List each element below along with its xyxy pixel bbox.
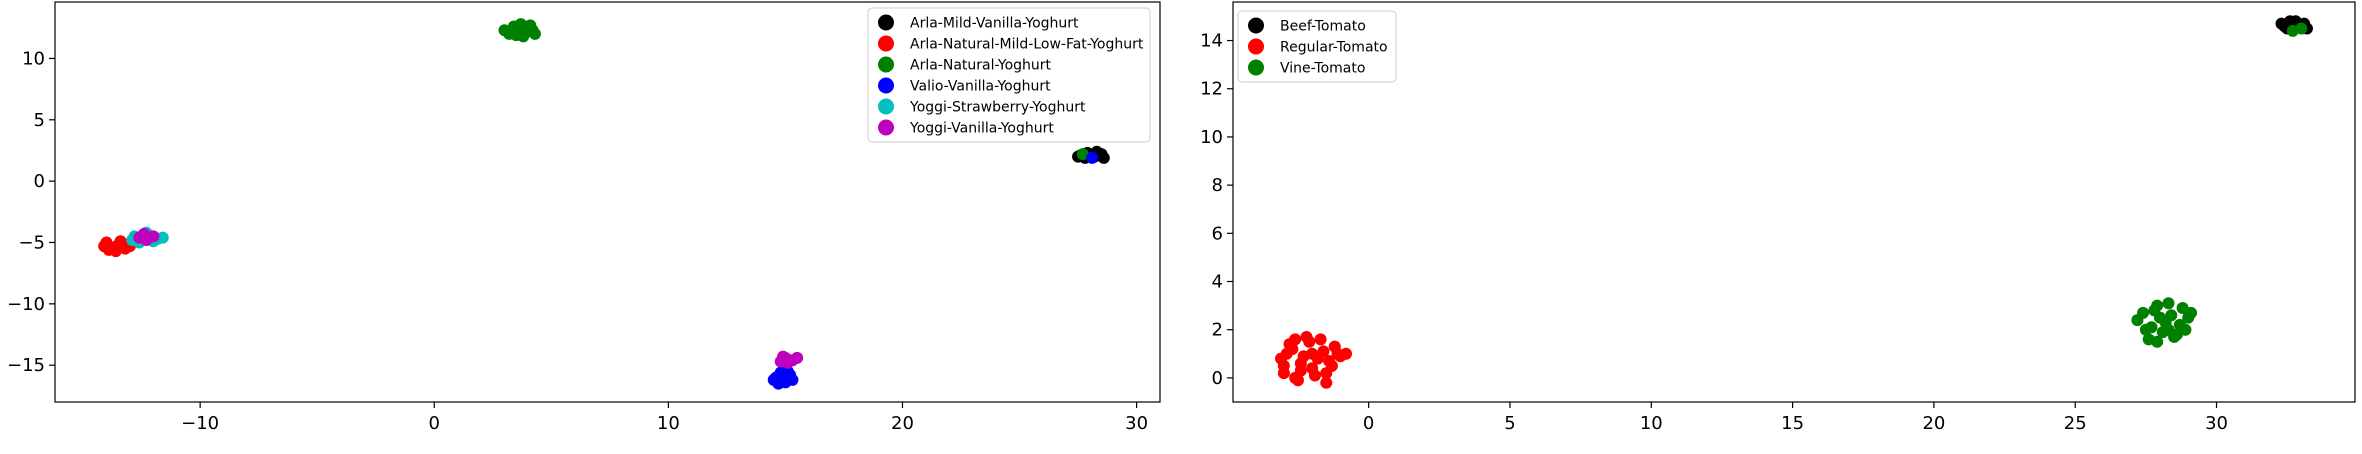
point-0-5-3	[137, 227, 150, 240]
legend-label-0-1: Arla-Natural-Mild-Low-Fat-Yoghurt	[910, 37, 1144, 53]
point-1-1-17	[1308, 369, 1321, 382]
legend-marker-0-3	[878, 77, 894, 94]
point-0-2-7	[498, 24, 511, 37]
legend-marker-1-2	[1248, 59, 1264, 76]
x-tick-label-1-5: 25	[2064, 413, 2087, 434]
legend-label-0-4: Yoggi-Strawberry-Yoghurt	[909, 100, 1086, 116]
tomato-scatter-panel: 0 5 10 15 20 25 30 0 2 4 6 8 10 12 14 Beef-Tomato Regula…	[1200, 1, 2356, 434]
point-1-1-16	[1300, 330, 1313, 343]
point-1-1-24	[1289, 333, 1302, 346]
legend-label-0-3: Valio-Vanilla-Yoghurt	[910, 79, 1051, 95]
y-tick-label-0-3: 0	[34, 171, 45, 192]
legend-label-1-0: Beef-Tomato	[1280, 19, 1366, 35]
legend-label-0-5: Yoggi-Vanilla-Yoghurt	[909, 121, 1054, 137]
point-0-3-8	[767, 373, 780, 386]
point-0-3-9	[1086, 151, 1099, 164]
point-1-1-25	[1320, 376, 1333, 389]
legend-marker-1-1	[1248, 38, 1264, 55]
point-0-3-7	[781, 365, 794, 378]
legend-marker-1-0	[1248, 17, 1264, 34]
legend-label-0-2: Arla-Natural-Yoghurt	[910, 58, 1052, 74]
x-tick-label-1-6: 30	[2205, 413, 2228, 434]
point-0-5-9	[777, 350, 790, 363]
point-1-1-20	[1275, 352, 1288, 365]
y-tick-label-0-2: −5	[18, 232, 45, 253]
y-tick-label-1-4: 8	[1212, 175, 1223, 196]
point-1-2-15	[2162, 297, 2175, 310]
point-1-1-11	[1314, 333, 1327, 346]
point-1-1-26	[1340, 347, 1353, 360]
point-0-1-8	[98, 240, 111, 253]
x-tick-label-0-1: 0	[429, 413, 440, 434]
point-0-2-11	[1076, 148, 1089, 161]
legend-marker-0-5	[878, 119, 894, 136]
x-tick-label-1-4: 20	[1922, 413, 1945, 434]
axes-frame-1	[1232, 1, 2356, 403]
x-tick-label-0-0: −10	[181, 413, 219, 434]
point-1-2-13	[2145, 321, 2158, 334]
legend-label-1-1: Regular-Tomato	[1280, 40, 1388, 56]
x-tick-label-0-2: 10	[657, 413, 680, 434]
legend-1	[1237, 10, 1397, 83]
y-tick-label-1-7: 14	[1200, 31, 1223, 52]
point-0-2-10	[510, 29, 523, 42]
point-1-1-19	[1325, 359, 1338, 372]
yoghurt-scatter-panel: −10 0 10 20 30 −15 −10 −5 0 5 10 Arla-Mild-Vanilla-…	[7, 1, 1161, 434]
point-0-5-7	[791, 351, 804, 364]
y-tick-label-0-4: 5	[34, 110, 45, 131]
legend-marker-0-0	[878, 14, 894, 31]
point-0-5-2	[147, 230, 160, 243]
point-1-1-21	[1294, 357, 1307, 370]
y-tick-label-1-2: 4	[1212, 272, 1223, 293]
y-tick-label-1-3: 6	[1212, 223, 1223, 244]
legend-marker-0-1	[878, 35, 894, 52]
point-0-1-9	[116, 237, 129, 250]
point-1-1-27	[1277, 367, 1290, 380]
legend-marker-0-2	[878, 56, 894, 73]
x-tick-label-1-1: 5	[1504, 413, 1515, 434]
point-0-4-6	[156, 231, 169, 244]
point-1-1-15	[1292, 374, 1305, 387]
point-1-2-14	[2153, 311, 2166, 324]
x-tick-label-1-3: 15	[1781, 413, 1804, 434]
y-tick-label-1-5: 10	[1200, 127, 1223, 148]
y-tick-label-0-5: 10	[22, 48, 45, 69]
point-1-2-17	[2179, 323, 2192, 336]
y-tick-label-0-0: −15	[7, 355, 45, 376]
point-1-2-8	[2151, 299, 2164, 312]
y-tick-label-1-0: 0	[1212, 368, 1223, 389]
x-tick-label-1-0: 0	[1363, 413, 1374, 434]
point-1-2-19	[2151, 335, 2164, 348]
point-1-1-22	[1306, 347, 1319, 360]
y-tick-label-0-1: −10	[7, 294, 45, 315]
legend-label-0-0: Arla-Mild-Vanilla-Yoghurt	[910, 16, 1079, 32]
legend-label-1-2: Vine-Tomato	[1280, 61, 1365, 77]
x-tick-label-0-3: 20	[891, 413, 914, 434]
x-tick-label-0-4: 30	[1125, 413, 1148, 434]
legend-marker-0-4	[878, 98, 894, 115]
point-0-2-9	[528, 27, 541, 40]
point-0-2-8	[514, 18, 527, 31]
x-tick-label-1-2: 10	[1640, 413, 1663, 434]
axes-frame-0	[54, 1, 1161, 403]
legend-0	[867, 7, 1151, 143]
y-tick-label-1-6: 12	[1200, 79, 1223, 100]
y-tick-label-1-1: 2	[1212, 320, 1223, 341]
point-1-2-12	[2137, 306, 2150, 319]
point-1-2-18	[2185, 306, 2198, 319]
point-1-2-20	[2162, 323, 2175, 336]
point-1-1-18	[1317, 345, 1330, 358]
point-1-2-22	[2295, 22, 2308, 35]
